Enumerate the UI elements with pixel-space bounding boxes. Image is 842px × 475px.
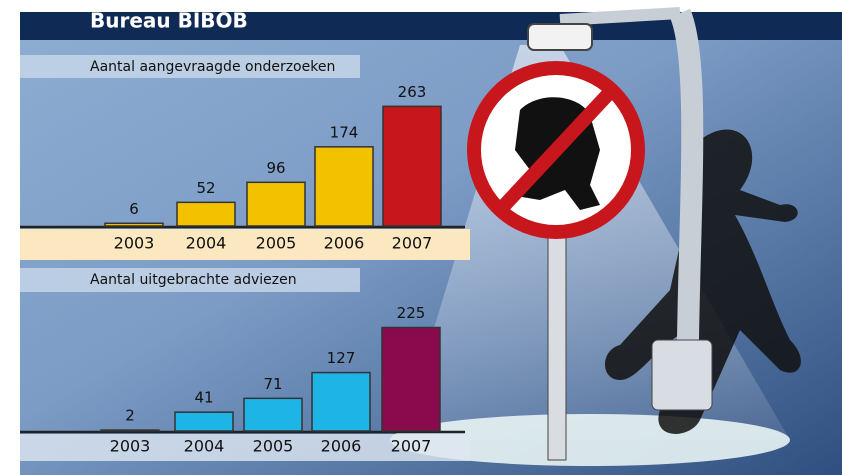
lamp-head [528, 24, 592, 50]
value-label: 127 [327, 349, 356, 367]
year-label: 2005 [253, 437, 294, 456]
value-label: 96 [266, 159, 285, 177]
value-label: 71 [263, 375, 282, 393]
bar [383, 106, 441, 226]
bar [247, 182, 305, 226]
bar [105, 223, 163, 226]
page-title: Bureau BIBOB [90, 9, 248, 33]
chart-title: Aantal aangevraagde onderzoeken [90, 59, 335, 75]
value-label: 174 [330, 123, 359, 141]
year-label: 2007 [392, 234, 433, 253]
value-label: 2 [125, 407, 135, 425]
year-label: 2006 [324, 234, 365, 253]
lamp-post [680, 13, 692, 340]
bar [312, 373, 370, 431]
value-label: 263 [398, 83, 427, 101]
chart-title: Aantal uitgebrachte adviezen [90, 272, 297, 288]
year-label: 2004 [184, 437, 225, 456]
year-label: 2006 [321, 437, 362, 456]
year-label: 2007 [391, 437, 432, 456]
value-label: 6 [129, 200, 139, 218]
bar [101, 430, 159, 431]
page: Bureau BIBOB Aantal aangevraagde onderzo… [0, 0, 842, 475]
left-margin [0, 0, 20, 475]
infographic: Bureau BIBOB Aantal aangevraagde onderzo… [0, 0, 842, 475]
year-label: 2005 [256, 234, 297, 253]
bar [175, 412, 233, 431]
bar [315, 147, 373, 226]
bar [244, 398, 302, 431]
value-label: 52 [196, 179, 215, 197]
lamp-arm [560, 13, 680, 20]
sign-pole [548, 228, 566, 460]
bar [177, 202, 235, 226]
value-label: 41 [194, 389, 213, 407]
value-label: 225 [397, 304, 426, 322]
lamp-base [652, 340, 712, 410]
bar [382, 328, 440, 432]
year-label: 2003 [114, 234, 155, 253]
year-label: 2003 [110, 437, 151, 456]
year-label: 2004 [186, 234, 227, 253]
